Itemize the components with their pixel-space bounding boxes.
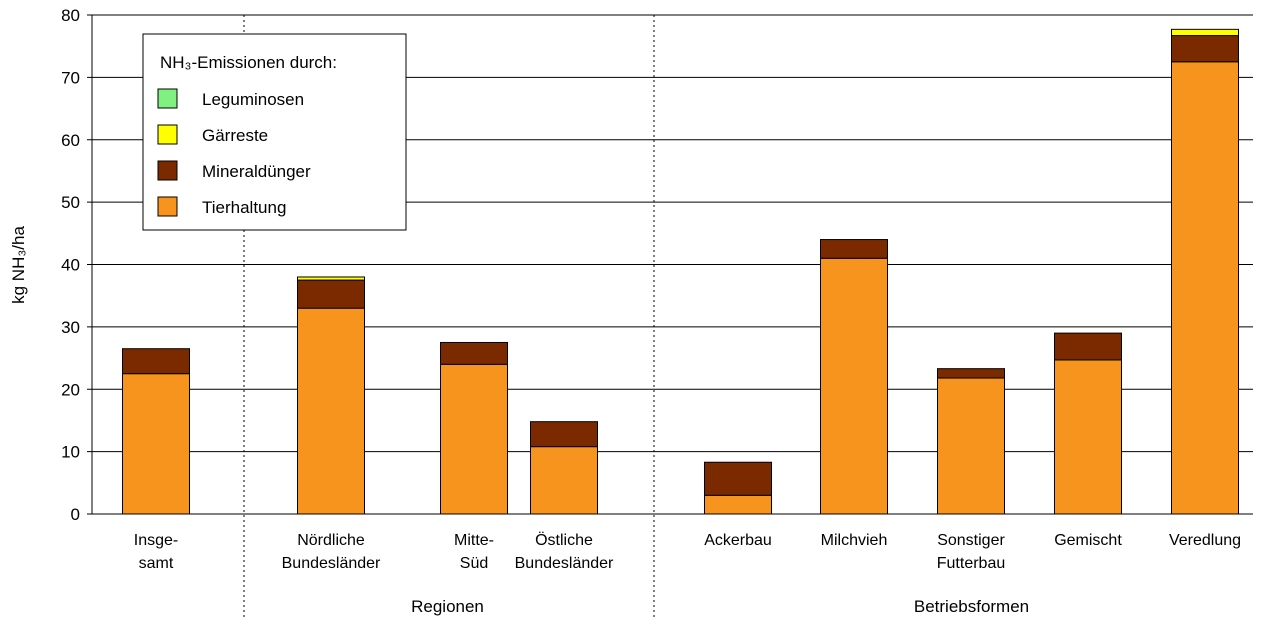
bar-segment-gärreste <box>1171 28 1239 37</box>
y-tick-label: 50 <box>61 193 80 212</box>
bar-segment-tierhaltung <box>937 377 1005 515</box>
category-label: Insge- <box>134 532 178 549</box>
y-tick-label: 80 <box>61 6 80 25</box>
bar-segment-tierhaltung <box>704 494 772 515</box>
category-label: Mitte- <box>454 532 494 549</box>
bar-segment-mineraldünger <box>704 461 772 496</box>
bar-segment-mineraldünger <box>937 368 1005 379</box>
y-tick-label: 0 <box>71 505 80 524</box>
y-tick-label: 30 <box>61 318 80 337</box>
bar-segment-mineraldünger <box>1054 332 1122 361</box>
y-tick-label: 70 <box>61 68 80 87</box>
legend-title: NH₃-Emissionen durch: <box>160 53 337 72</box>
bar-segment-mineraldünger <box>1171 35 1239 63</box>
bar-segment-mineraldünger <box>122 348 190 375</box>
bar-segment-tierhaltung <box>1171 61 1239 515</box>
category-label: Futterbau <box>937 555 1005 572</box>
category-label: Bundesländer <box>282 555 381 572</box>
bar-segment-tierhaltung <box>297 307 365 515</box>
legend-swatch <box>157 196 178 217</box>
y-tick-label: 20 <box>61 380 80 399</box>
bar-segment-tierhaltung <box>820 257 888 515</box>
group-labels: Regionen Betriebsformen <box>411 597 1029 616</box>
category-labels: Insge-samt Nördliche Bundesländer Mitte- Süd… <box>134 531 1241 572</box>
bar-segment-tierhaltung <box>440 363 508 515</box>
y-tick-label: 40 <box>61 256 80 275</box>
legend-entry-label: Tierhaltung <box>202 198 286 217</box>
category-label: Nördliche <box>297 532 365 549</box>
legend-box <box>142 33 407 231</box>
legend-entry-label: Mineraldünger <box>202 162 311 181</box>
legend-entry-label: Leguminosen <box>202 90 304 109</box>
legend: NH₃-Emissionen durch: Leguminosen Gärrest… <box>142 33 407 231</box>
bar-segment-mineraldünger <box>820 239 888 259</box>
bar-segment-tierhaltung <box>122 373 190 515</box>
y-tick-labels: 0 10 20 30 40 50 60 70 80 <box>61 6 80 524</box>
category-label: Gemischt <box>1054 532 1122 549</box>
bar-segment-mineraldünger <box>297 279 365 309</box>
y-axis-label: kg NH₃/ha <box>9 226 28 304</box>
bar-segment-mineraldünger <box>530 421 598 448</box>
y-tick-label: 10 <box>61 443 80 462</box>
category-label: Ackerbau <box>704 532 772 549</box>
group-label: Regionen <box>411 597 484 616</box>
legend-swatch <box>157 124 178 145</box>
category-label: Veredlung <box>1169 532 1241 549</box>
bars <box>122 28 1239 515</box>
legend-swatch <box>157 88 178 109</box>
group-label: Betriebsformen <box>914 597 1029 616</box>
bar-segment-mineraldünger <box>440 341 508 365</box>
bar-segment-tierhaltung <box>530 446 598 515</box>
bar-segment-gärreste <box>297 276 365 281</box>
bar-segment-tierhaltung <box>1054 359 1122 515</box>
legend-entry-label: Gärreste <box>202 126 268 145</box>
category-label: Süd <box>460 555 488 572</box>
category-label: samt <box>139 555 174 572</box>
legend-swatch <box>157 160 178 181</box>
y-tick-label: 60 <box>61 131 80 150</box>
category-label: Östliche <box>535 531 593 549</box>
category-label: Bundesländer <box>515 555 614 572</box>
category-label: Milchvieh <box>821 532 888 549</box>
category-label: Sonstiger <box>937 532 1005 549</box>
